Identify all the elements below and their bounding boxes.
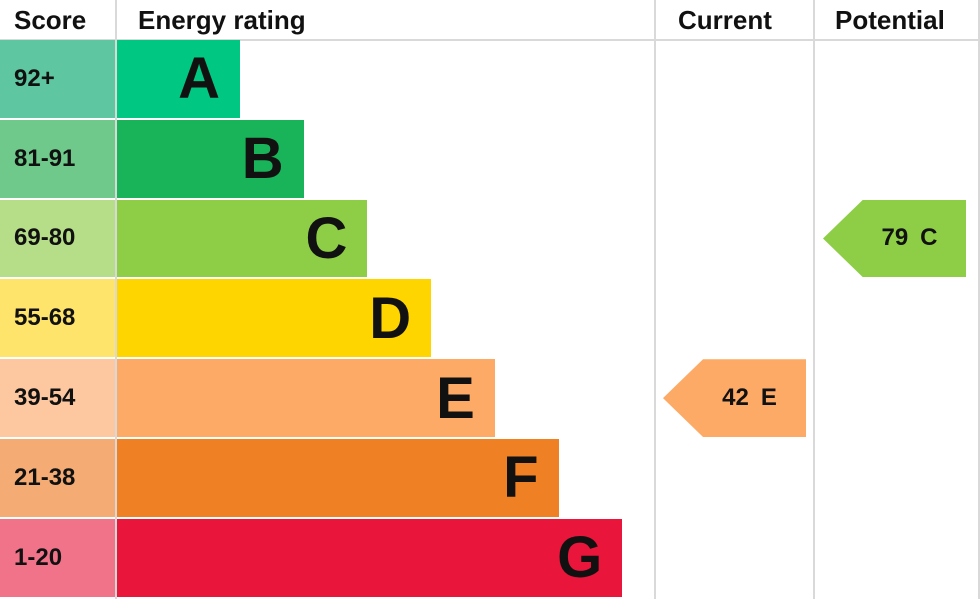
score-range-e: 39-54 <box>0 359 115 437</box>
rating-bar-g: G <box>117 518 623 597</box>
score-range-b: 81-91 <box>0 119 115 198</box>
header-score: Score <box>14 5 87 35</box>
score-range-d: 55-68 <box>0 279 115 358</box>
rating-letter: G <box>557 525 603 591</box>
potential-value: 79 <box>881 224 909 252</box>
score-range-a: 92+ <box>0 40 115 118</box>
current-value: 42 <box>722 384 749 412</box>
column-divider <box>654 0 656 599</box>
rating-bar-e: E <box>117 359 495 437</box>
current-rating-arrow: 42 E <box>663 359 806 437</box>
column-divider <box>115 0 117 599</box>
potential-letter: C <box>920 224 938 252</box>
rating-bar-b: B <box>117 119 304 198</box>
column-divider <box>978 0 980 599</box>
rating-bar-c: C <box>117 199 368 278</box>
rating-letter: A <box>178 46 220 112</box>
header-energy-rating: Energy rating <box>138 5 306 35</box>
rating-letter: C <box>305 205 348 271</box>
score-range-f: 21-38 <box>0 439 115 517</box>
rating-bar-d: D <box>117 279 432 358</box>
rating-letter: E <box>436 365 475 431</box>
potential-rating-arrow: 79 C <box>823 199 966 278</box>
score-range-c: 69-80 <box>0 199 115 278</box>
rating-letter: D <box>369 285 412 351</box>
rating-letter: F <box>503 445 539 511</box>
rating-bar-a: A <box>117 40 240 118</box>
current-letter: E <box>760 384 777 412</box>
header-divider <box>0 39 980 41</box>
column-divider <box>813 0 815 599</box>
rating-letter: B <box>241 126 284 192</box>
header-current: Current <box>678 5 772 35</box>
header-potential: Potential <box>835 5 945 35</box>
rating-bar-f: F <box>117 439 559 517</box>
score-range-g: 1-20 <box>0 518 115 597</box>
